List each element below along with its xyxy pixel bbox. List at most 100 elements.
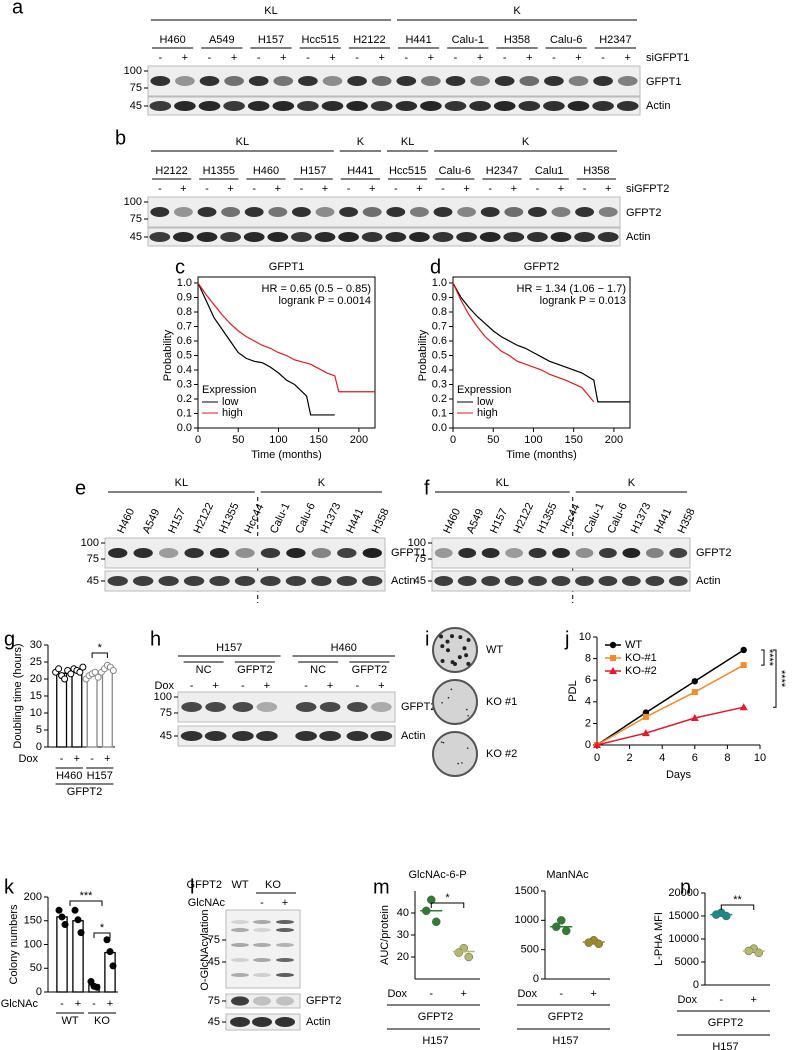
significance: * — [445, 892, 450, 904]
y-tick-label: 5 — [36, 724, 42, 736]
band — [445, 76, 466, 86]
band — [480, 207, 500, 217]
lane-label: A549 — [141, 507, 163, 535]
sign: + — [624, 52, 630, 64]
sign: + — [264, 680, 270, 692]
band — [617, 76, 638, 86]
band — [253, 973, 271, 977]
marker-label: 100 — [154, 691, 172, 703]
legend-label: KO-#1 — [625, 652, 657, 664]
y-tick-label: 0.7 — [177, 320, 192, 332]
chart-title: GFPT1 — [269, 261, 304, 273]
y-tick-label: 30 — [397, 929, 409, 941]
y-tick-label: 0 — [585, 739, 591, 751]
sign: + — [558, 183, 564, 195]
bar — [71, 669, 83, 748]
x-tick-label: 6 — [692, 752, 698, 764]
band — [458, 548, 477, 558]
panel-label: f — [424, 477, 430, 499]
data-point — [562, 926, 571, 936]
band — [598, 548, 617, 558]
x-tick-label: 50 — [232, 434, 244, 446]
band — [434, 548, 453, 558]
y-tick-label: 0.6 — [177, 335, 192, 347]
lane-label: H1373 — [629, 501, 654, 535]
y-tick-label: 30 — [30, 639, 42, 651]
actin-band — [528, 576, 547, 586]
group-label: K — [513, 5, 521, 17]
y-axis-label: Probability — [162, 329, 174, 381]
marker-label: 75 — [208, 995, 220, 1007]
marker — [690, 714, 699, 721]
colony — [450, 634, 455, 639]
marker-label: 100 — [81, 537, 99, 549]
band — [575, 207, 595, 217]
actin-band — [183, 576, 205, 586]
x-tick-label: 200 — [350, 434, 368, 446]
plate-label: KO #1 — [486, 696, 517, 708]
lane-label: H2347 — [599, 34, 631, 46]
y-tick-label: 2 — [585, 717, 591, 729]
actin-band — [432, 232, 454, 242]
marker — [593, 741, 601, 748]
band — [669, 548, 688, 558]
x-axis-label: Days — [666, 769, 692, 781]
marker-label: 45 — [130, 231, 142, 243]
band — [291, 207, 311, 217]
sig-bracket — [93, 932, 111, 938]
band — [315, 207, 335, 217]
gene-label: GFPT2 — [548, 1011, 583, 1023]
marker-label: 75 — [130, 213, 142, 225]
chart-title: GlcNAc-6-P — [408, 869, 466, 881]
sign: - — [158, 52, 162, 64]
band — [133, 548, 153, 558]
actin-band — [645, 576, 665, 586]
significance: ** — [733, 894, 742, 906]
band — [197, 207, 217, 217]
data-point — [722, 911, 731, 921]
group-label: KO — [94, 1015, 110, 1027]
sign: - — [454, 52, 458, 64]
sign: + — [369, 183, 375, 195]
band — [231, 943, 249, 947]
sign: - — [300, 183, 304, 195]
band — [276, 996, 294, 1006]
sign: - — [503, 52, 507, 64]
cell-line-label: H157 — [422, 1035, 448, 1047]
actin-band — [456, 232, 477, 242]
lane-label: H1355 — [535, 501, 560, 535]
actin-band — [198, 101, 221, 111]
band — [150, 76, 171, 86]
actin-band-membrane — [147, 227, 621, 247]
x-tick-label: 100 — [269, 434, 287, 446]
y-tick-label: 20 — [30, 673, 42, 685]
series-line — [596, 706, 744, 746]
sign: - — [252, 183, 256, 195]
sign: - — [601, 52, 605, 64]
band-label: Actin — [391, 575, 415, 587]
plate-label: KO #2 — [486, 748, 517, 760]
band — [505, 548, 524, 558]
lane-label: H441 — [405, 34, 431, 46]
x-tick-label: + — [751, 994, 757, 1006]
actin-band — [361, 232, 383, 242]
lane-label: H2122 — [353, 34, 385, 46]
panel-label: e — [75, 477, 86, 499]
sign: + — [477, 52, 483, 64]
band — [260, 548, 281, 558]
marker — [691, 678, 698, 685]
survival-line — [197, 282, 335, 416]
y-tick-label: 0.5 — [432, 349, 447, 361]
colony — [439, 634, 444, 639]
band — [184, 548, 204, 558]
band — [470, 76, 490, 86]
bar — [56, 916, 68, 993]
cell-line-label: H157 — [552, 1035, 578, 1047]
x-tick-label: + — [591, 988, 597, 1000]
band — [205, 702, 226, 712]
band — [276, 973, 294, 977]
colony — [462, 646, 467, 651]
band — [108, 548, 128, 558]
legend-label: high — [222, 407, 243, 419]
marker-label: 100 — [408, 537, 426, 549]
